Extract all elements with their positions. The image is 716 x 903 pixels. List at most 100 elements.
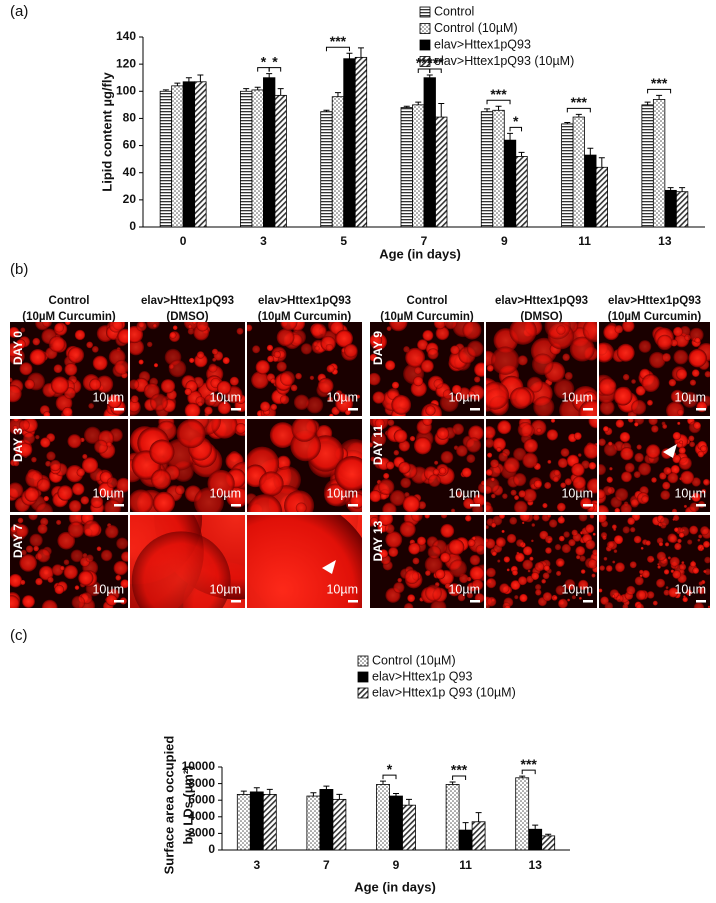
micrograph: 10µm: [10, 322, 128, 416]
lipid-droplet: [575, 555, 581, 560]
error-bar: [495, 105, 502, 111]
lipid-droplet: [136, 322, 147, 332]
lipid-droplet: [32, 337, 41, 346]
lipid-droplet: [175, 485, 185, 495]
column-header: elav>Httex1pQ93: [258, 295, 351, 307]
lipid-droplet: [85, 554, 94, 563]
lipid-droplet: [560, 447, 570, 457]
bar: [675, 191, 689, 228]
lipid-droplet: [411, 515, 423, 522]
lipid-droplet: [636, 603, 645, 608]
lipid-droplet: [370, 456, 376, 462]
bar: [664, 189, 677, 228]
lipid-droplet: [208, 363, 218, 373]
lipid-droplet: [529, 556, 534, 561]
lipid-droplet: [449, 559, 467, 578]
scale-bar: [231, 600, 241, 603]
lipid-droplet: [276, 328, 295, 347]
error-bar: [575, 113, 582, 118]
lipid-droplet: [393, 581, 405, 594]
lipid-droplet: [35, 434, 40, 440]
lipid-droplet: [509, 387, 532, 410]
column-header: elav>Httex1pQ93: [608, 295, 701, 307]
lipid-droplet: [149, 439, 175, 465]
lipid-droplet: [578, 596, 582, 600]
lipid-droplet: [434, 460, 439, 465]
error-bar: [254, 86, 261, 90]
lipid-droplet: [462, 322, 482, 340]
lipid-droplet: [78, 570, 94, 586]
lipid-droplet: [552, 476, 560, 483]
lipid-droplet: [585, 524, 595, 534]
lipid-droplet: [457, 593, 466, 602]
lipid-droplet: [393, 429, 408, 444]
lipid-droplet: [674, 542, 682, 551]
legend-label: Control (10µM): [434, 21, 518, 35]
y-tick-label: 2000: [188, 826, 215, 840]
lipid-droplet: [130, 399, 141, 413]
significance-label: *: [272, 53, 278, 69]
error-bar: [519, 775, 526, 778]
lipid-droplet: [43, 495, 50, 502]
error-bar: [185, 77, 192, 82]
lipid-droplet: [556, 502, 566, 512]
lipid-droplet: [397, 577, 403, 583]
lipid-droplet: [486, 578, 497, 589]
lipid-droplet: [386, 461, 395, 470]
scale-bar-label: 10µm: [209, 582, 241, 596]
lipid-droplet: [560, 515, 563, 519]
lipid-droplet: [204, 394, 217, 407]
x-tick-label: 11: [578, 234, 591, 248]
micrograph: 10µm: [599, 419, 710, 512]
lipid-droplet: [146, 341, 153, 348]
significance-label: ***: [330, 33, 347, 49]
legend-label: Control: [434, 4, 474, 18]
lipid-droplet: [236, 327, 244, 335]
lipid-droplet: [100, 549, 113, 562]
column-header: (DMSO): [166, 311, 208, 323]
lipid-droplet: [641, 569, 650, 579]
lipid-droplet: [523, 438, 538, 453]
lipid-droplet: [76, 468, 86, 477]
lipid-droplet: [19, 554, 37, 572]
lipid-droplet: [634, 576, 644, 586]
error-bar: [393, 793, 399, 797]
lipid-droplet: [602, 426, 609, 432]
lipid-droplet: [86, 341, 94, 349]
lipid-droplet: [383, 472, 390, 480]
lipid-droplet: [468, 390, 475, 398]
lipid-droplet: [514, 595, 519, 600]
lipid-droplet: [592, 549, 597, 556]
lipid-droplet: [317, 377, 334, 394]
significance-label: *: [261, 53, 267, 69]
lipid-droplet: [541, 578, 547, 584]
lipid-droplet: [490, 459, 499, 468]
lipid-droplet: [295, 502, 307, 512]
x-tick-label: 11: [459, 858, 472, 872]
lipid-droplet: [667, 533, 677, 543]
scale-bar-label: 10µm: [326, 390, 358, 404]
lipid-droplet: [672, 431, 681, 441]
lipid-droplet: [325, 343, 334, 352]
lipid-droplet: [284, 490, 315, 512]
lipid-droplet: [370, 431, 387, 447]
lipid-droplet: [694, 337, 701, 344]
lipid-droplet: [585, 539, 596, 550]
lipid-droplet: [536, 427, 542, 433]
lipid-droplet: [682, 529, 685, 532]
significance-bracket: [566, 107, 591, 113]
bar: [389, 795, 403, 851]
lipid-droplet: [455, 491, 463, 498]
lipid-droplet: [667, 472, 679, 484]
lipid-droplet: [521, 521, 525, 525]
lipid-droplet: [440, 450, 454, 464]
lipid-droplet: [64, 322, 71, 326]
lipid-droplet: [378, 515, 394, 526]
lipid-droplet: [631, 379, 636, 384]
lipid-droplet: [515, 552, 525, 563]
lipid-droplet: [519, 515, 531, 522]
lipid-droplet: [563, 531, 570, 538]
lipid-droplet: [638, 340, 652, 353]
lipid-droplet: [114, 359, 128, 375]
lipid-droplet: [606, 541, 615, 549]
